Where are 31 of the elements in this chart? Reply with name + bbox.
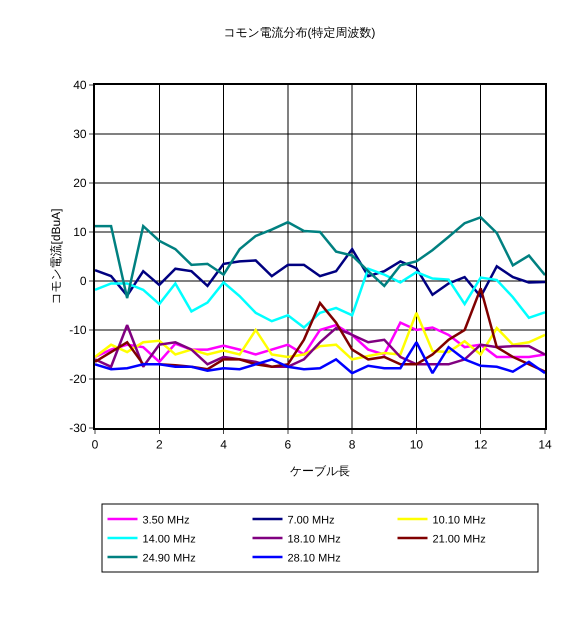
x-axis-title: ケーブル長 (290, 464, 350, 478)
chart-title: コモン電流分布(特定周波数) (223, 25, 376, 40)
x-tick-label: 8 (348, 437, 356, 452)
y-tick-label: 40 (73, 78, 87, 92)
y-axis-title: コモン電流[dBuA] (49, 208, 63, 305)
y-tick-label: -20 (69, 372, 87, 386)
x-tick-label: 12 (474, 437, 488, 452)
y-tick-label: 20 (73, 176, 87, 190)
legend-label: 18.10 MHz (288, 533, 341, 546)
line-series (95, 312, 545, 361)
legend-label: 3.50 MHz (142, 514, 190, 526)
line-series (95, 216, 545, 300)
x-tick-label: 2 (156, 437, 163, 452)
line-series (95, 341, 545, 374)
legend-label: 10.10 MHz (432, 514, 486, 526)
legend-label: 28.10 MHz (288, 552, 341, 564)
line-series (95, 268, 545, 329)
legend-label: 21.00 MHz (432, 533, 486, 546)
y-tick-label: -10 (69, 323, 87, 338)
x-tick-label: 14 (538, 437, 552, 452)
legend-label: 24.90 MHz (142, 552, 196, 564)
y-tick-label: -30 (69, 421, 87, 436)
y-tick-label: 30 (73, 127, 87, 142)
x-tick-label: 4 (220, 437, 228, 452)
x-tick-label: 0 (92, 437, 99, 452)
y-tick-label: 0 (80, 274, 87, 288)
x-tick-label: 10 (410, 437, 424, 452)
legend-label: 14.00 MHz (142, 533, 196, 546)
legend-label: 7.00 MHz (288, 514, 335, 526)
x-tick-label: 6 (284, 437, 292, 452)
y-tick-label: 10 (73, 225, 87, 240)
